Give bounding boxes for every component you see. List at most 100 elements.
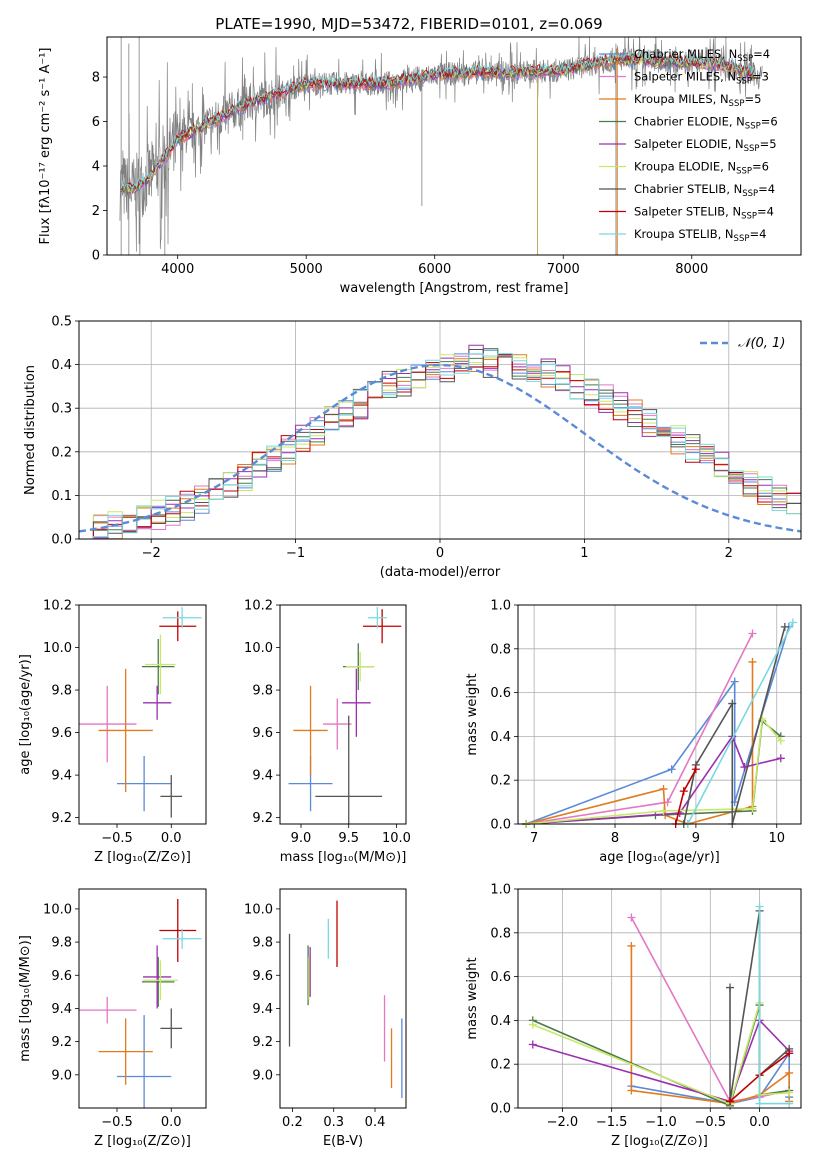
x-tick-label: 4000 — [161, 262, 194, 277]
salpeter_miles-marker — [627, 913, 636, 922]
kroupa_miles-marker — [627, 941, 636, 950]
salpeter_stelib-marker — [691, 765, 700, 774]
y-tick-label: 9.8 — [51, 936, 72, 951]
y-tick-label: 10.0 — [43, 902, 72, 917]
salpeter_stelib-errorbar — [159, 611, 197, 642]
chabrier_stelib-marker — [726, 983, 735, 992]
salpeter_stelib-histogram — [79, 353, 801, 539]
kroupa_stelib-errorbar — [162, 607, 202, 629]
y-axis-label: mass [log₁₀(M/M⊙)] — [18, 935, 33, 1062]
y-tick-label: 0.2 — [490, 774, 511, 789]
kroupa_miles-marker — [627, 1086, 636, 1095]
y-tick-label: 9.6 — [252, 726, 273, 741]
y-tick-label: 10.0 — [244, 641, 273, 656]
x-tick-label: −2.0 — [547, 1115, 579, 1130]
x-tick-label: 2 — [725, 546, 733, 561]
y-tick-label: 0.6 — [490, 970, 511, 985]
salpeter_elodie-errorbar — [143, 685, 172, 720]
y-tick-label: 0.4 — [490, 1014, 511, 1029]
salpeter_elodie-marker — [776, 754, 785, 763]
axes-frame — [517, 604, 802, 825]
y-tick-label: 0.2 — [51, 445, 72, 460]
x-tick-label: 7000 — [547, 262, 580, 277]
axes-frame — [517, 888, 802, 1109]
salpeter_elodie-weight-line — [532, 1018, 790, 1103]
y-tick-label: 0.1 — [51, 489, 72, 504]
y-tick-label: 9.4 — [51, 769, 72, 784]
x-tick-label: 0.3 — [323, 1115, 344, 1130]
histogram-lines — [79, 344, 801, 539]
y-tick-label: 9.2 — [252, 811, 273, 826]
y-tick-label: 0.6 — [490, 686, 511, 701]
weight-lines — [528, 902, 794, 1110]
x-tick-label: −2 — [142, 546, 161, 561]
salpeter_miles-errorbar — [79, 996, 137, 1024]
kroupa_miles-marker — [748, 657, 757, 666]
salpeter_elodie-errorbar — [342, 668, 371, 737]
chart-title: PLATE=1990, MJD=53472, FIBERID=0101, z=0… — [215, 15, 602, 33]
y-tick-label: 9.4 — [252, 769, 273, 784]
y-tick-label: 9.4 — [51, 1002, 72, 1017]
salpeter_miles-errorbar — [79, 685, 137, 763]
y-tick-label: 0.0 — [490, 818, 511, 833]
y-tick-label: 10.0 — [244, 902, 273, 917]
y-tick-label: 9.2 — [51, 1035, 72, 1050]
spectrum-panel: 4000 5000 6000 7000 8000 0 2 4 6 8 wavelength [Ang… — [38, 36, 802, 296]
kroupa_stelib-weight-line — [687, 622, 794, 825]
mass_vs_Z-panel: −0.5 0.0 9.0 9.2 9.4 9.6 9.8 10.0 Z [log₁₀(Z/Z⊙)… — [18, 888, 207, 1149]
x-tick-label: 0.0 — [161, 1115, 182, 1130]
y-tick-label: 9.4 — [252, 1002, 273, 1017]
y-tick-label: 9.2 — [252, 1035, 273, 1050]
salpeter_stelib-errorbar — [363, 609, 402, 644]
x-axis-label: E(B-V) — [323, 1134, 363, 1149]
x-tick-label: −0.5 — [101, 1115, 133, 1130]
salpeter_elodie-marker — [528, 1040, 537, 1049]
y-tick-label: 9.8 — [252, 684, 273, 699]
errorbars — [79, 898, 202, 1108]
axes-frame — [78, 320, 802, 540]
kroupa_miles-marker — [659, 784, 668, 793]
x-tick-label: 6000 — [418, 262, 451, 277]
mass_vs_EBV-panel: 0.2 0.3 0.4 9.0 9.2 9.4 9.6 9.8 10.0 E(B-V) — [244, 888, 407, 1149]
errorbars — [288, 607, 402, 824]
y-tick-label: 10.0 — [43, 641, 72, 656]
y-tick-label: 2 — [92, 204, 100, 219]
y-axis-label: age [log₁₀(age/yr)] — [18, 654, 33, 775]
salpeter_miles-marker — [748, 629, 757, 638]
salpeter_miles-errorbar — [322, 698, 352, 750]
y-tick-label: 0 — [92, 249, 100, 264]
chabrier_miles-marker — [730, 677, 739, 686]
salpeter_stelib-marker — [726, 1097, 735, 1106]
kroupa_stelib-marker — [785, 1099, 794, 1108]
x-tick-label: 0.0 — [161, 831, 182, 846]
salpeter_stelib-errorbar — [159, 898, 197, 962]
x-tick-label: 0.2 — [282, 1115, 303, 1130]
x-tick-label: 10 — [768, 831, 785, 846]
x-axis-label: Z [log₁₀(Z/Z⊙)] — [94, 850, 191, 865]
weight_vs_age-panel: 7 8 9 10 0.0 0.2 0.4 0.6 0.8 1.0 age [log₁₀(age/yr… — [465, 599, 802, 865]
kroupa_elodie-errorbar — [145, 634, 176, 695]
x-tick-label: 9 — [692, 831, 700, 846]
y-tick-label: 6 — [92, 115, 100, 130]
y-tick-label: 9.2 — [51, 811, 72, 826]
x-tick-label: 9.0 — [291, 831, 312, 846]
salpeter_elodie-errorbar — [143, 945, 172, 1009]
y-tick-label: 9.6 — [252, 969, 273, 984]
age_vs_Z-panel: −0.5 0.0 9.2 9.4 9.6 9.8 10.0 10.2 Z [log₁₀(Z/Z⊙… — [18, 599, 207, 865]
x-tick-label: 5000 — [290, 262, 323, 277]
spectrum-legend: Chabrier MILES, NSSP=4 Salpeter MILES, NS… — [599, 47, 778, 244]
x-tick-label: −0.5 — [101, 831, 133, 846]
age_vs_mass-panel: 9.0 9.5 10.0 9.2 9.4 9.6 9.8 10.0 10.2 mass [log₁… — [244, 599, 411, 866]
kroupa_elodie-marker — [748, 804, 757, 813]
y-tick-label: 9.0 — [51, 1068, 72, 1083]
weight-lines — [522, 618, 797, 828]
x-axis-label: age [log₁₀(age/yr)] — [599, 850, 720, 865]
chabrier_elodie-histogram — [79, 348, 801, 539]
y-tick-label: 1.0 — [490, 599, 511, 614]
weight_vs_Z-panel: −2.0 −1.5 −1.0 −0.5 0.0 0.0 0.2 0.4 0.6 0.8 1.0 Z [… — [465, 883, 802, 1149]
spectrum-lines — [119, 37, 763, 255]
y-tick-label: 8 — [92, 71, 100, 86]
y-tick-label: 10.2 — [244, 599, 273, 614]
kroupa_miles-errorbar — [293, 685, 328, 776]
y-axis-label: mass weight — [465, 673, 480, 755]
